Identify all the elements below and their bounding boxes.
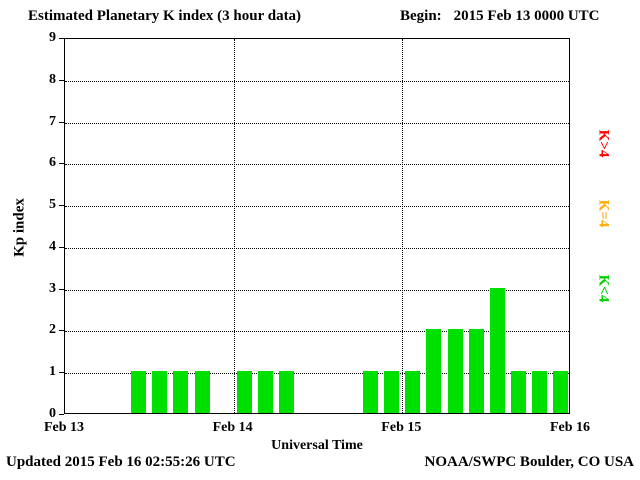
kp-bar xyxy=(152,371,168,413)
plot-area xyxy=(64,38,570,414)
y-tick-label: 5 xyxy=(49,197,56,213)
begin-timestamp: Begin: 2015 Feb 13 0000 UTC xyxy=(400,8,600,25)
y-tick-label: 2 xyxy=(49,322,56,338)
kp-bar xyxy=(552,371,568,413)
kp-bar xyxy=(531,371,547,413)
y-tick-mark xyxy=(59,205,64,206)
kp-bar xyxy=(278,371,294,413)
y-tick-mark xyxy=(59,414,64,415)
side-label-k-gt-4: K>4 xyxy=(595,129,612,158)
y-tick-label: 3 xyxy=(49,280,56,296)
y-tick-label: 0 xyxy=(49,406,56,421)
h-gridline xyxy=(65,373,569,375)
begin-value: 2015 Feb 13 0000 UTC xyxy=(453,8,600,24)
kp-bar xyxy=(257,371,273,413)
kp-bar xyxy=(468,329,484,413)
y-tick-mark xyxy=(59,122,64,123)
kp-bar xyxy=(194,371,210,413)
v-gridline xyxy=(402,39,404,413)
updated-text: Updated 2015 Feb 16 02:55:26 UTC xyxy=(6,454,236,470)
y-tick-label: 8 xyxy=(49,71,56,87)
y-tick-mark xyxy=(59,247,64,248)
source-text: NOAA/SWPC Boulder, CO USA xyxy=(424,454,634,470)
x-tick-label: Feb 16 xyxy=(549,420,591,435)
y-tick-label: 6 xyxy=(49,155,56,171)
kp-bar xyxy=(405,371,421,413)
y-tick-label: 1 xyxy=(49,364,56,380)
kp-bar xyxy=(236,371,252,413)
kp-bar xyxy=(510,371,526,413)
side-label-k-eq-4: K=4 xyxy=(595,199,612,228)
x-tick-label: Feb 14 xyxy=(212,420,253,435)
h-gridline xyxy=(65,247,569,249)
v-gridline xyxy=(233,39,235,413)
x-tick-label: Feb 15 xyxy=(381,420,422,435)
y-tick-mark xyxy=(59,330,64,331)
begin-label: Begin: xyxy=(400,8,442,24)
y-tick-label: 7 xyxy=(49,113,56,129)
h-gridline xyxy=(65,331,569,333)
kp-bar xyxy=(426,329,442,413)
kp-bar xyxy=(363,371,379,413)
y-tick-mark xyxy=(59,38,64,39)
kp-bar xyxy=(447,329,463,413)
h-gridline xyxy=(65,122,569,124)
h-gridline xyxy=(65,164,569,166)
y-tick-label: 4 xyxy=(49,238,56,254)
y-tick-mark xyxy=(59,289,64,290)
y-tick-mark xyxy=(59,372,64,373)
y-tick-label: 9 xyxy=(49,30,56,45)
side-label-k-lt-4: K<4 xyxy=(595,274,612,303)
kp-bar xyxy=(173,371,189,413)
x-axis-label: Universal Time xyxy=(271,438,363,453)
h-gridline xyxy=(65,289,569,291)
kp-bar xyxy=(489,288,505,413)
kp-bar xyxy=(384,371,400,413)
y-tick-mark xyxy=(59,80,64,81)
y-tick-mark xyxy=(59,163,64,164)
h-gridline xyxy=(65,80,569,82)
kp-bar xyxy=(131,371,147,413)
x-tick-label: Feb 13 xyxy=(43,420,85,435)
chart-title: Estimated Planetary K index (3 hour data… xyxy=(28,8,302,24)
y-axis-label: Kp index xyxy=(11,198,28,257)
h-gridline xyxy=(65,206,569,208)
